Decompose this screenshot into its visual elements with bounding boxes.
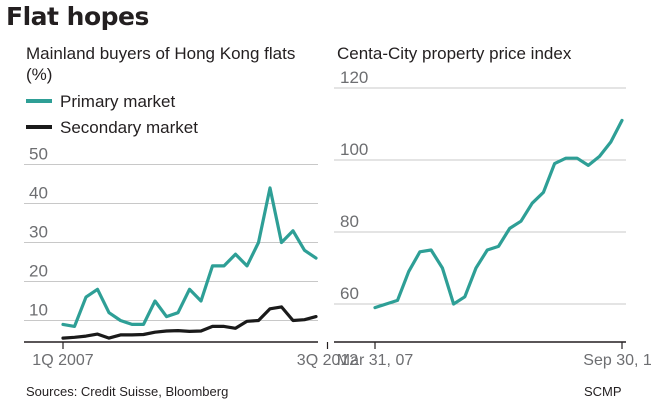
right-series-line-centa-city-property-price-index: [373, 118, 624, 310]
left-series-line-secondary-market: [61, 305, 318, 340]
left-y-tick-label-10: 10: [29, 301, 48, 320]
right-x-tick-label-0: Mar 31, 07: [337, 352, 414, 369]
left-chart-title: Mainland buyers of Hong Kong flats (%): [26, 44, 296, 84]
left-y-tick-label-50: 50: [29, 145, 48, 164]
left-x-tick-label-1: 3Q 2012: [297, 352, 358, 369]
right-chart-title: Centa-City property price index: [337, 44, 572, 63]
right-y-tick-label-60: 60: [340, 284, 359, 303]
left-x-tick-label-0: 1Q 2007: [32, 352, 93, 369]
page-title: Flat hopes: [6, 2, 149, 31]
legend-item-primary: Primary market: [26, 92, 175, 112]
legend-label-secondary: Secondary market: [60, 118, 198, 137]
right-y-tick-label-80: 80: [340, 212, 359, 231]
right-y-tick-label-120: 120: [340, 68, 368, 87]
source-note: Sources: Credit Suisse, Bloomberg: [26, 384, 229, 399]
left-y-tick-label-30: 30: [29, 223, 48, 242]
legend-item-secondary: Secondary market: [26, 118, 198, 138]
right-y-tick-label-100: 100: [340, 140, 368, 159]
credit-note: SCMP: [584, 384, 622, 399]
left-y-tick-label-40: 40: [29, 184, 48, 203]
left-y-tick-label-20: 20: [29, 262, 48, 281]
left-series-line-primary-market: [61, 186, 318, 328]
right-x-tick-label-1: Sep 30, 12: [583, 352, 652, 369]
legend-swatch-primary: [26, 98, 52, 103]
legend-label-primary: Primary market: [60, 92, 176, 111]
legend-swatch-secondary: [26, 124, 52, 129]
